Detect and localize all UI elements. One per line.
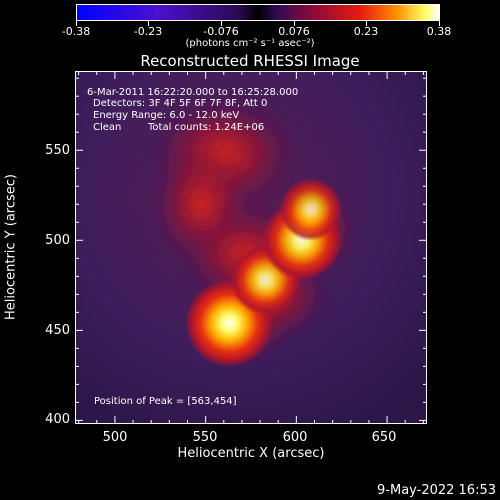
total-counts-annotation: Total counts: 1.24E+06: [148, 122, 265, 133]
colorbar-tick: [439, 21, 440, 26]
x-tick-label: 550: [192, 430, 218, 445]
colorbar-tick-label: -0.076: [203, 25, 239, 38]
colorbar-tick: [148, 21, 149, 26]
y-tick-label: 500: [45, 233, 70, 248]
x-axis-label: Heliocentric X (arcsec): [177, 446, 325, 461]
colorbar-tick-label: 0.23: [353, 25, 379, 38]
x-tick-label: 600: [282, 430, 308, 445]
colorbar-tick-label: 0.076: [278, 25, 310, 38]
colorbar-tick: [366, 21, 367, 26]
colorbar-units: (photons cm⁻² s⁻¹ asec⁻²): [185, 38, 315, 49]
emission-source: [279, 178, 343, 242]
plot-frame: [75, 71, 427, 424]
colorbar-tick-label: 0.38: [426, 25, 452, 38]
y-tick-label: 400: [45, 412, 70, 427]
time-range-annotation: 6-Mar-2011 16:22:20.000 to 16:25:28.000: [87, 87, 299, 98]
energy-annotation: Energy Range: 6.0 - 12.0 keV: [93, 110, 240, 121]
x-tick-label: 500: [102, 430, 128, 445]
heatmap-image: [75, 71, 427, 424]
colorbar-tick: [76, 21, 77, 26]
colorbar: [76, 4, 440, 21]
y-tick-label: 450: [45, 323, 70, 338]
y-tick-label: 550: [45, 143, 70, 158]
peak-annotation: Position of Peak = [563,454]: [94, 396, 237, 407]
colorbar-tick: [294, 21, 295, 26]
colorbar-tick: [221, 21, 222, 26]
y-axis-label: Heliocentric Y (arcsec): [3, 174, 19, 320]
colorbar-tick-label: -0.38: [61, 25, 91, 38]
chart-title: Reconstructed RHESSI Image: [140, 52, 360, 70]
date-stamp: 9-May-2022 16:53: [377, 483, 496, 498]
method-annotation: Clean: [93, 122, 122, 133]
x-tick-label: 650: [371, 430, 397, 445]
colorbar-tick-label: -0.23: [133, 25, 163, 38]
plot-area: 6-Mar-2011 16:22:20.000 to 16:25:28.000 …: [75, 71, 427, 424]
detectors-annotation: Detectors: 3F 4F 5F 6F 7F 8F, Att 0: [93, 98, 268, 109]
